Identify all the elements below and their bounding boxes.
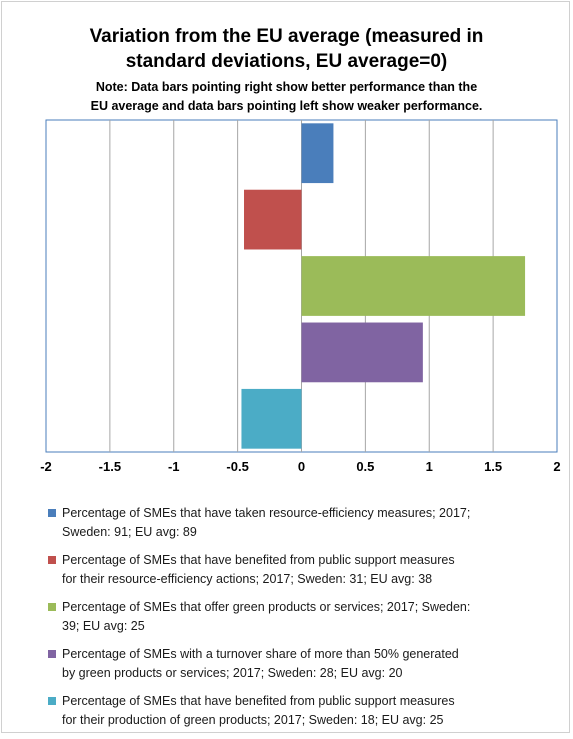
chart-legend: Percentage of SMEs that have taken resou…	[48, 504, 558, 739]
chart-title-line-1: Variation from the EU average (measured …	[89, 26, 484, 47]
x-tick-label: 1.5	[484, 459, 502, 474]
legend-label-line: by green products or services; 2017; Swe…	[62, 666, 403, 680]
legend-swatch	[48, 509, 56, 517]
x-tick-label: -2	[40, 459, 52, 474]
legend-label-line: Percentage of SMEs that have benefited f…	[62, 694, 455, 708]
legend-label-line: Percentage of SMEs that have taken resou…	[62, 506, 471, 520]
legend-label-line: Percentage of SMEs that have benefited f…	[62, 553, 455, 567]
bar-4	[301, 322, 423, 383]
legend-label-line: Percentage of SMEs with a turnover share…	[62, 647, 459, 661]
bar-5	[241, 388, 302, 449]
chart-title-line-2: standard deviations, EU average=0)	[125, 51, 448, 72]
x-tick-label: 0.5	[356, 459, 374, 474]
legend-swatch	[48, 603, 56, 611]
legend-label-line: 39; EU avg: 25	[62, 619, 145, 633]
chart-note-line-2: EU average and data bars pointing left s…	[90, 99, 483, 113]
x-tick-label: -1	[168, 459, 180, 474]
legend-label-line: for their resource-efficiency actions; 2…	[62, 572, 433, 586]
bar-chart: -2 -1.5 -1 -0.5 0 0.5 1 1.5 2	[40, 119, 561, 474]
legend-item-3: Percentage of SMEs that offer green prod…	[48, 598, 558, 636]
x-tick-label: 1	[426, 459, 433, 474]
legend-swatch	[48, 697, 56, 705]
legend-swatch	[48, 650, 56, 658]
x-tick-label: 0	[298, 459, 305, 474]
bar-2	[244, 189, 302, 250]
x-tick-label: -1.5	[99, 459, 121, 474]
legend-item-2: Percentage of SMEs that have benefited f…	[48, 551, 558, 589]
bar-3	[301, 256, 526, 316]
legend-label-line: for their production of green products; …	[62, 713, 444, 727]
chart-note-line-1: Note: Data bars pointing right show bett…	[95, 80, 478, 94]
legend-swatch	[48, 556, 56, 564]
legend-item-1: Percentage of SMEs that have taken resou…	[48, 504, 558, 542]
legend-item-4: Percentage of SMEs with a turnover share…	[48, 645, 558, 683]
x-tick-label: 2	[553, 459, 560, 474]
x-tick-label: -0.5	[226, 459, 248, 474]
legend-label-line: Percentage of SMEs that offer green prod…	[62, 600, 471, 614]
legend-label-line: Sweden: 91; EU avg: 89	[62, 525, 197, 539]
legend-item-5: Percentage of SMEs that have benefited f…	[48, 692, 558, 730]
bar-1	[301, 123, 334, 184]
